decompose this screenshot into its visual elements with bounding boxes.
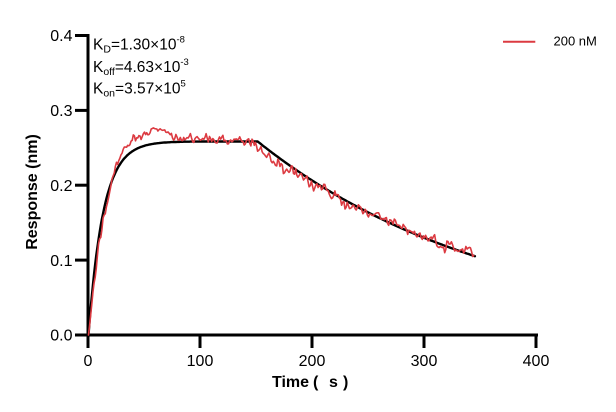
svg-text:200: 200 (299, 353, 326, 370)
svg-text:200 nM: 200 nM (554, 34, 597, 49)
svg-text:s: s (329, 374, 338, 391)
svg-text:0.1: 0.1 (50, 253, 72, 270)
svg-text:Koff=4.63×10-3: Koff=4.63×10-3 (93, 57, 189, 78)
svg-text:0.0: 0.0 (50, 328, 72, 345)
svg-text:Kon=3.57×105: Kon=3.57×105 (93, 79, 186, 100)
svg-text:0.2: 0.2 (50, 178, 72, 195)
svg-text:100: 100 (187, 353, 214, 370)
svg-text:): ) (343, 374, 348, 391)
svg-text:(: ( (313, 374, 319, 391)
svg-text:0.4: 0.4 (50, 28, 72, 45)
svg-text:0: 0 (84, 353, 93, 370)
svg-text:300: 300 (411, 353, 438, 370)
svg-text:400: 400 (523, 353, 550, 370)
svg-text:KD=1.30×10-8: KD=1.30×10-8 (93, 35, 185, 56)
svg-text:0.3: 0.3 (50, 103, 72, 120)
svg-text:Response (nm): Response (nm) (24, 134, 41, 250)
svg-text:Time: Time (272, 374, 309, 391)
